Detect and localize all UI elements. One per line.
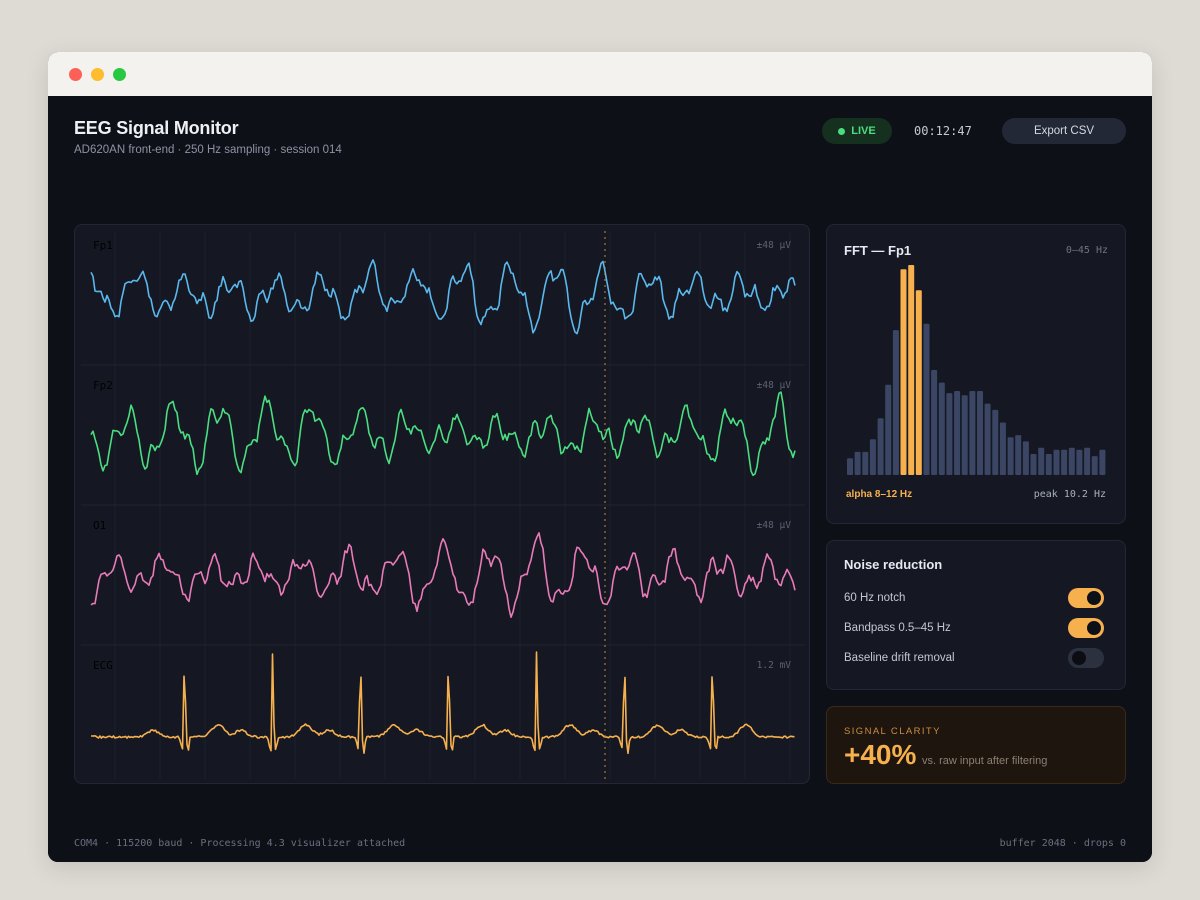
fft-bar — [1007, 437, 1014, 475]
fft-bar — [908, 265, 915, 475]
waveform-panel: Fp1 ±48 µV Fp2 ±48 µV O1 ±48 µV ECG 1.2 … — [74, 224, 810, 784]
fft-bar — [992, 409, 999, 475]
live-dot-icon — [838, 127, 846, 135]
fft-bar — [1099, 449, 1106, 475]
option-label: Bandpass 0.5–45 Hz — [844, 622, 951, 634]
fft-bar — [961, 395, 968, 475]
waveform-canvas — [81, 231, 805, 779]
fft-bar — [984, 403, 991, 475]
fft-peak-label: peak 10.2 Hz — [1033, 489, 1106, 500]
fft-bar — [1045, 454, 1052, 475]
live-label: LIVE — [851, 125, 876, 137]
fft-bar — [1015, 435, 1022, 475]
connection-status: COM4 · 115200 baud · Processing 4.3 visu… — [74, 838, 406, 849]
noise-reduction-panel: Noise reduction 60 Hz notch Bandpass 0.5… — [826, 540, 1126, 690]
minimize-window-button[interactable] — [91, 68, 104, 81]
signal-clarity-label: SIGNAL CLARITY — [844, 726, 941, 737]
channel-label-fp1: Fp1 — [93, 239, 113, 252]
fft-bar — [923, 323, 930, 475]
toggle-knob — [1087, 621, 1101, 635]
fft-bar — [999, 422, 1006, 475]
toggle-bandpass[interactable] — [1068, 618, 1104, 638]
fft-bar — [1061, 449, 1068, 475]
waveform-o1 — [90, 532, 796, 618]
fft-bar — [977, 391, 983, 475]
fft-chart — [847, 265, 1106, 475]
channel-scale-o1: ±48 µV — [756, 520, 791, 531]
page-subtitle: AD620AN front-end · 250 Hz sampling · se… — [74, 144, 342, 156]
fft-bar — [854, 451, 861, 475]
fft-band-label: alpha 8–12 Hz — [846, 489, 913, 500]
main-content: EEG Signal Monitor AD620AN front-end · 2… — [48, 96, 1152, 862]
fft-bar — [1084, 447, 1091, 475]
export-csv-button[interactable]: Export CSV — [1002, 118, 1126, 144]
fft-bar — [1091, 456, 1098, 475]
fft-bar — [847, 458, 853, 475]
fft-bar — [969, 391, 976, 475]
signal-clarity-note: vs. raw input after filtering — [922, 755, 1048, 767]
fft-bar — [1053, 449, 1060, 475]
fft-bar — [885, 384, 892, 475]
option-label: 60 Hz notch — [844, 592, 906, 604]
channel-label-ecg: ECG — [93, 659, 113, 672]
fft-bar — [931, 370, 938, 475]
fft-bar — [954, 391, 961, 475]
option-bandpass: Bandpass 0.5–45 Hz — [844, 618, 1104, 640]
fft-range-label: 0–45 Hz — [1065, 245, 1108, 256]
channel-scale-fp1: ±48 µV — [756, 240, 791, 251]
fft-bar — [862, 451, 869, 475]
fft-bar — [938, 382, 945, 475]
session-clock: 00:12:47 — [914, 124, 972, 138]
fft-bar — [1076, 449, 1083, 475]
fft-bar — [892, 330, 899, 475]
option-baseline-drift: Baseline drift removal — [844, 648, 1104, 670]
signal-clarity-value: +40% — [844, 739, 917, 770]
toggle-knob — [1087, 591, 1101, 605]
fft-bar — [1022, 441, 1029, 475]
fft-bar — [1030, 454, 1037, 475]
app-window: EEG Signal Monitor AD620AN front-end · 2… — [48, 52, 1152, 862]
fft-title: FFT — Fp1 — [844, 243, 912, 258]
maximize-window-button[interactable] — [113, 68, 126, 81]
close-window-button[interactable] — [69, 68, 82, 81]
fft-bar — [877, 418, 884, 475]
fft-bar — [869, 439, 876, 475]
toggle-60hz-notch[interactable] — [1068, 588, 1104, 608]
title-bar — [48, 52, 1152, 96]
channel-label-o1: O1 — [93, 519, 107, 532]
option-label: Baseline drift removal — [844, 652, 955, 664]
fft-panel: FFT — Fp1 0–45 Hz alpha 8–12 Hz peak 10.… — [826, 224, 1126, 524]
live-status-badge: LIVE — [822, 118, 892, 144]
signal-clarity-card: SIGNAL CLARITY +40% vs. raw input after … — [826, 706, 1126, 784]
toggle-baseline-drift[interactable] — [1068, 648, 1104, 668]
waveform-ecg — [91, 651, 795, 755]
channel-label-fp2: Fp2 — [93, 379, 113, 392]
buffer-status: buffer 2048 · drops 0 — [999, 838, 1126, 849]
fft-bar — [1068, 447, 1075, 475]
waveform-fp1 — [90, 259, 796, 335]
toggle-knob — [1072, 651, 1086, 665]
fft-bar — [1038, 447, 1045, 475]
fft-bar — [900, 269, 907, 475]
fft-bar — [946, 393, 953, 475]
channel-scale-fp2: ±48 µV — [756, 380, 791, 391]
fft-bar — [915, 290, 922, 475]
noise-reduction-title: Noise reduction — [844, 557, 943, 572]
option-60hz-notch: 60 Hz notch — [844, 588, 1104, 610]
page-title: EEG Signal Monitor — [74, 118, 239, 138]
channel-scale-ecg: 1.2 mV — [756, 660, 791, 671]
waveform-fp2 — [90, 391, 796, 477]
